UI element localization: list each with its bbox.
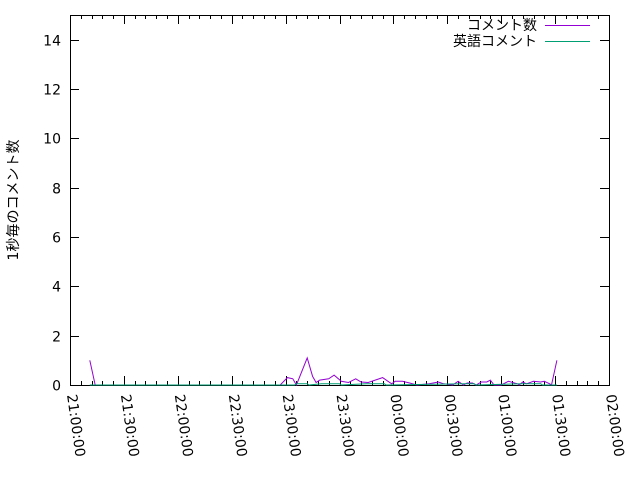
y-tick-label: 6 [52, 231, 61, 247]
y-tick-label: 14 [43, 34, 61, 50]
series-line-1 [89, 383, 557, 386]
y-tick-label: 12 [43, 83, 61, 99]
x-tick-label: 22:00:00 [171, 393, 196, 458]
x-tick-label: 22:30:00 [225, 393, 250, 458]
x-tick-label: 23:30:00 [333, 393, 358, 458]
series-lines [89, 356, 558, 387]
x-tick-label: 21:00:00 [63, 393, 88, 458]
x-tick-label: 01:00:00 [494, 393, 519, 458]
y-tick-label: 0 [52, 379, 61, 395]
y-tick-label: 2 [52, 330, 61, 346]
y-tick-label: 4 [52, 280, 61, 296]
x-tick-label: 02:00:00 [602, 393, 627, 458]
x-tick-label: 00:00:00 [386, 393, 411, 458]
y-tick-label: 10 [43, 132, 61, 148]
x-tick-label: 00:30:00 [440, 393, 465, 458]
plot-border [70, 15, 610, 386]
series-line-0 [89, 356, 558, 387]
x-tick-label: 01:30:00 [548, 393, 573, 458]
y-axis-label: 1秒毎のコメント数 [6, 140, 22, 261]
x-tick-label: 21:30:00 [117, 393, 142, 458]
legend-label: 英語コメント [453, 33, 537, 50]
x-tick-label: 23:00:00 [279, 393, 304, 458]
y-tick-label: 8 [52, 182, 61, 198]
legend-label: コメント数 [467, 18, 537, 34]
axis-ticks: 0 2 4 6 8 10 12 14 21:00:00 21:30:00 22:00:00 22:30… [43, 15, 627, 458]
